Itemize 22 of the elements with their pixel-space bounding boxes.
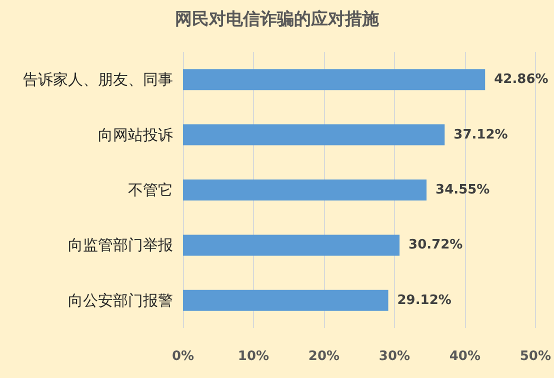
x-tick-label: 50% — [520, 349, 552, 364]
data-label: 34.55% — [436, 182, 490, 198]
bar — [183, 180, 427, 200]
data-label: 29.12% — [397, 292, 452, 308]
x-tick-label: 10% — [238, 349, 270, 364]
bar — [183, 69, 486, 90]
bar — [183, 124, 445, 146]
y-tick-label: 向监管部门举报 — [68, 236, 173, 254]
data-label: 37.12% — [454, 127, 508, 142]
bar — [183, 290, 388, 311]
bar — [183, 234, 400, 256]
data-label: 42.86% — [494, 72, 548, 88]
y-tick-label: 不管它 — [128, 181, 173, 199]
chart-title: 网民对电信诈骗的应对措施 — [175, 10, 380, 30]
data-label: 30.72% — [408, 238, 463, 253]
x-tick-label: 20% — [308, 349, 340, 364]
y-tick-label: 告诉家人、朋友、同事 — [23, 70, 173, 89]
y-tick-label: 向公安部门报警 — [68, 291, 173, 310]
x-tick-label: 40% — [449, 349, 481, 364]
x-tick-label: 0% — [172, 349, 194, 364]
x-tick-label: 30% — [378, 349, 410, 364]
y-tick-label: 向网站投诉 — [98, 126, 173, 144]
